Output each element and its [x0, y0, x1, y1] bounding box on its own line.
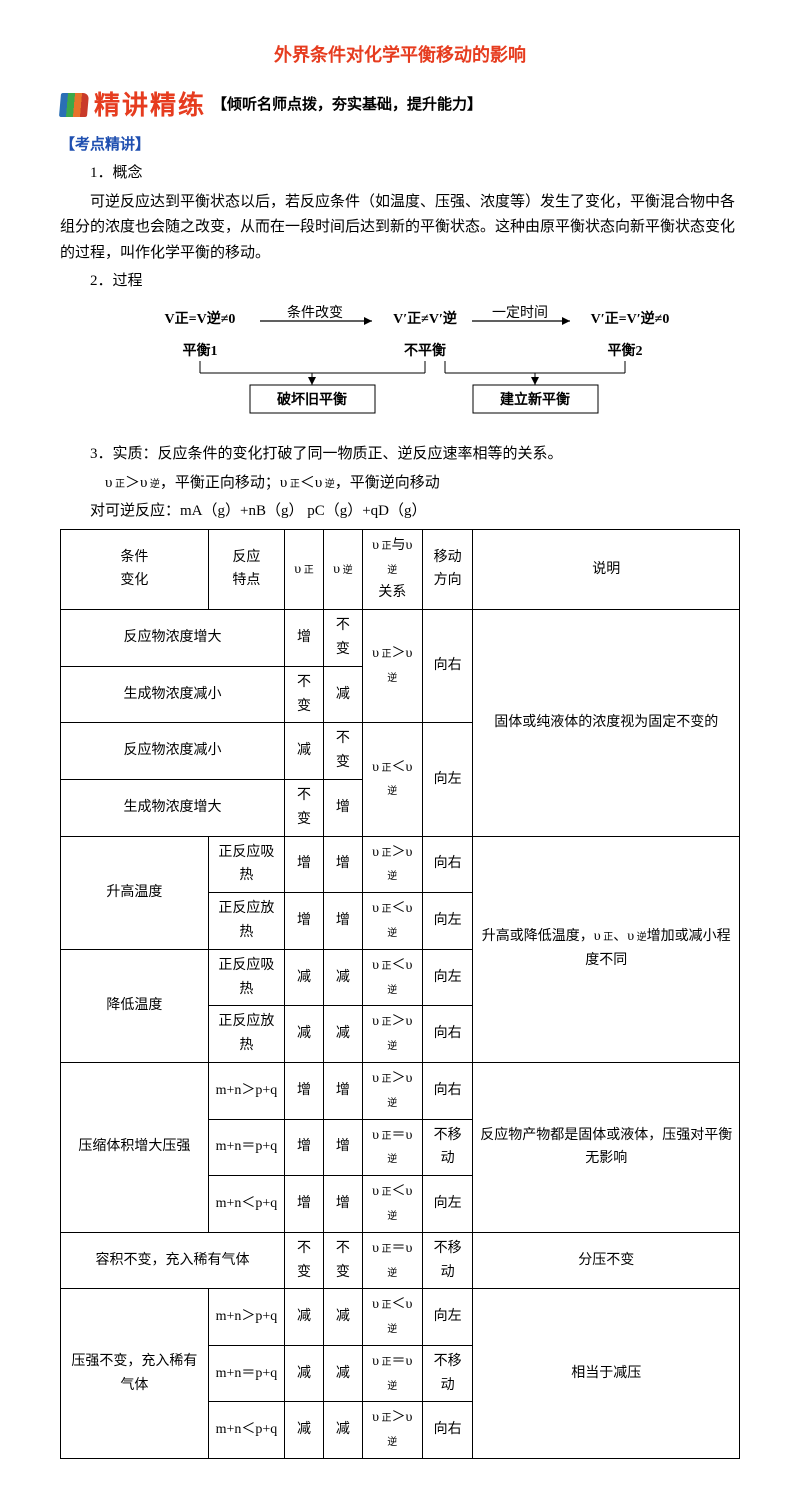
th-note: 说明: [473, 529, 740, 609]
th-vrev: υ 逆: [323, 529, 362, 609]
essence-line3: 对可逆反应：mA（g）+nB（g） pC（g）+qD（g）: [60, 499, 740, 525]
th-relation: υ 正与υ 逆关系: [362, 529, 422, 609]
process-diagram: V正=V逆≠0 条件改变 V′正≠V′逆 一定时间 V′正=V′逆≠0 平衡1 …: [60, 303, 740, 433]
table-row: 升高温度 正反应吸热 增 增 υ 正＞υ 逆 向右 升高或降低温度，υ 正、υ …: [61, 836, 740, 893]
concept-heading: 1．概念: [60, 161, 740, 187]
table-row: 压缩体积增大压强 m+n＞p+q 增 增 υ 正＞υ 逆 向右 反应物产物都是固…: [61, 1062, 740, 1119]
svg-text:平衡2: 平衡2: [608, 342, 643, 359]
equilibrium-table: 条件变化 反应特点 υ 正 υ 逆 υ 正与υ 逆关系 移动方向 说明 反应物浓…: [60, 529, 740, 1459]
th-condition: 条件变化: [61, 529, 209, 609]
essence-heading: 3．实质：反应条件的变化打破了同一物质正、逆反应速率相等的关系。: [60, 442, 740, 468]
svg-text:V′正=V′逆≠0: V′正=V′逆≠0: [591, 310, 670, 327]
concept-body: 可逆反应达到平衡状态以后，若反应条件（如温度、压强、浓度等）发生了变化，平衡混合…: [60, 190, 740, 267]
banner: 精讲精练 【倾听名师点拨，夯实基础，提升能力】: [60, 83, 740, 127]
svg-text:平衡1: 平衡1: [183, 342, 218, 359]
essence-line2: υ 正＞υ 逆，平衡正向移动；υ 正＜υ 逆，平衡逆向移动: [60, 471, 740, 497]
svg-text:建立新平衡: 建立新平衡: [500, 391, 570, 408]
table-header-row: 条件变化 反应特点 υ 正 υ 逆 υ 正与υ 逆关系 移动方向 说明: [61, 529, 740, 609]
svg-text:破坏旧平衡: 破坏旧平衡: [277, 391, 347, 408]
page-title: 外界条件对化学平衡移动的影响: [60, 40, 740, 71]
banner-sub: 【倾听名师点拨，夯实基础，提升能力】: [212, 92, 482, 118]
table-row: 容积不变，充入稀有气体 不变 不变 υ 正＝υ 逆 不移动 分压不变: [61, 1232, 740, 1289]
table-row: 压强不变，充入稀有气体 m+n＞p+q 减 减 υ 正＜υ 逆 向左 相当于减压: [61, 1289, 740, 1346]
process-heading: 2．过程: [60, 269, 740, 295]
svg-text:不平衡: 不平衡: [404, 342, 446, 359]
banner-main: 精讲精练: [94, 83, 206, 127]
svg-text:V正=V逆≠0: V正=V逆≠0: [165, 310, 236, 327]
svg-text:一定时间: 一定时间: [492, 305, 548, 321]
svg-text:V′正≠V′逆: V′正≠V′逆: [393, 310, 457, 327]
th-vfwd: υ 正: [285, 529, 324, 609]
th-feature: 反应特点: [208, 529, 284, 609]
table-row: 反应物浓度增大 增 不变 υ 正＞υ 逆 向右 固体或纯液体的浓度视为固定不变的: [61, 610, 740, 667]
section-label: 【考点精讲】: [60, 133, 740, 159]
books-icon: [59, 93, 89, 117]
svg-text:条件改变: 条件改变: [287, 304, 343, 321]
th-direction: 移动方向: [422, 529, 473, 609]
